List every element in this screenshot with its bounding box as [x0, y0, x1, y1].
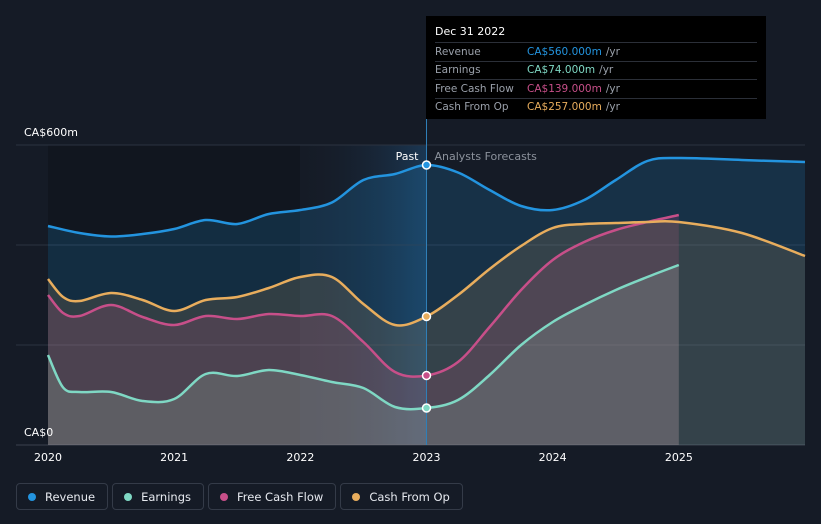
legend-item-cash-from-op[interactable]: Cash From Op — [340, 483, 463, 510]
highlight-point-revenue — [421, 160, 432, 170]
tooltip-value: CA$139.000m — [527, 82, 602, 95]
tooltip-row-revenue: Revenue CA$560.000m /yr — [435, 42, 757, 61]
tooltip-label: Cash From Op — [435, 101, 509, 114]
highlight-point-free-cash-flow — [421, 370, 432, 381]
x-tick-label: 2021 — [160, 451, 188, 464]
tooltip-unit: /yr — [605, 45, 620, 58]
tooltip-row-free-cash-flow: Free Cash Flow CA$139.000m /yr — [435, 79, 757, 98]
tooltip: Dec 31 2022 Revenue CA$560.000m /yr Earn… — [426, 16, 766, 119]
legend-label: Free Cash Flow — [237, 489, 324, 504]
legend: Revenue Earnings Free Cash Flow Cash Fro… — [16, 483, 463, 512]
past-label: Past — [396, 150, 420, 163]
x-tick-label: 2020 — [34, 451, 62, 464]
x-tick-label: 2024 — [539, 451, 567, 464]
y-tick-label: CA$600m — [24, 126, 78, 139]
legend-label: Revenue — [45, 489, 96, 504]
past-highlight-band — [300, 145, 427, 445]
past-dark-band — [48, 145, 300, 445]
tooltip-date: Dec 31 2022 — [435, 25, 506, 38]
tooltip-row-cash-from-op: Cash From Op CA$257.000m /yr — [435, 97, 757, 117]
legend-dot-icon — [352, 492, 361, 501]
chart: Past Analysts Forecasts CA$600m CA$0 2020… — [16, 119, 806, 464]
tooltip-unit: /yr — [605, 82, 620, 95]
tooltip-unit: /yr — [605, 101, 620, 114]
tooltip-row-earnings: Earnings CA$74.000m /yr — [435, 60, 757, 80]
tooltip-label: Revenue — [435, 45, 481, 58]
legend-item-revenue[interactable]: Revenue — [16, 483, 109, 510]
legend-dot-icon — [28, 492, 36, 501]
series-line-cash-from-op — [47, 219, 806, 327]
tooltip-value: CA$257.000m — [527, 101, 602, 114]
series-line-free-cash-flow — [47, 213, 680, 378]
tooltip-unit: /yr — [599, 64, 614, 77]
y-tick-label: CA$0 — [24, 426, 53, 439]
tooltip-label: Free Cash Flow — [435, 82, 514, 95]
highlight-point-earnings — [421, 403, 432, 413]
x-tick-label: 2022 — [286, 451, 314, 464]
tooltip-label: Earnings — [435, 64, 481, 77]
tooltip-value: CA$560.000m — [527, 45, 602, 58]
tooltip-value: CA$74.000m — [527, 64, 596, 77]
series-line-revenue — [47, 156, 806, 238]
forecast-label: Analysts Forecasts — [435, 150, 538, 163]
legend-item-earnings[interactable]: Earnings — [112, 483, 204, 510]
legend-label: Cash From Op — [369, 489, 450, 504]
series-area-earnings — [48, 265, 679, 445]
legend-dot-icon — [220, 492, 228, 501]
series-line-earnings — [46, 263, 680, 411]
legend-label: Earnings — [141, 489, 191, 504]
x-tick-label: 2023 — [413, 451, 441, 464]
series-area-free-cash-flow — [48, 215, 679, 445]
highlight-point-cash-from-op — [421, 311, 432, 322]
x-tick-label: 2025 — [665, 451, 693, 464]
legend-item-free-cash-flow[interactable]: Free Cash Flow — [208, 483, 337, 510]
legend-dot-icon — [124, 492, 133, 501]
